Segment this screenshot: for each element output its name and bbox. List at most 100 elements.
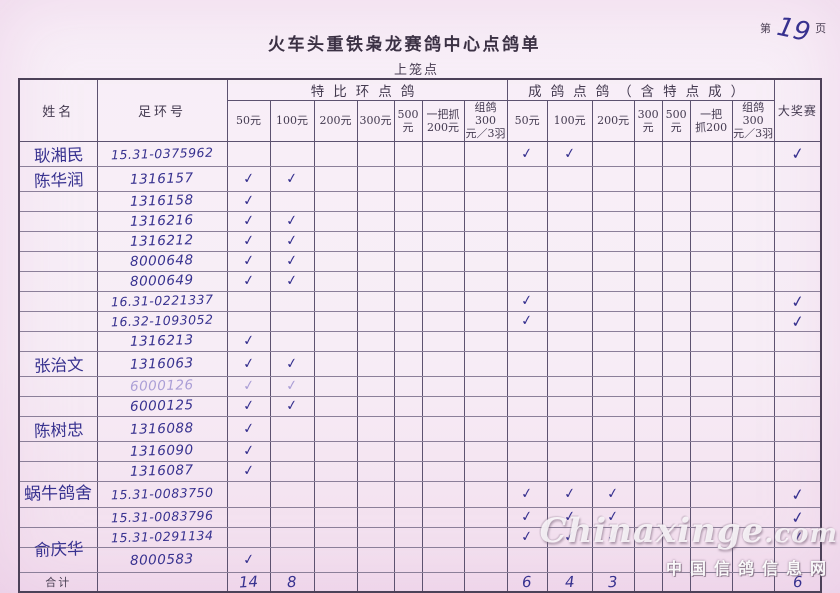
tebi-cell [313,415,358,442]
chengge-cell [661,526,691,548]
tebi-cell: ✓ [226,350,271,377]
ring-cell: 15.31-0083750 [96,480,228,508]
tebi-cell [393,165,423,192]
totals-tebi-cell-text: 14 [238,572,259,592]
name-cell: 陈华润 [18,165,98,192]
chengge-cell: ✓ [506,526,548,548]
tebi-cell [393,506,423,528]
totals-chengge-cell-text: 6 [521,572,533,592]
chengge-cell [661,165,691,192]
prize-cell: ✓ [773,290,822,312]
checkmark-icon: ✓ [285,272,299,290]
tebi-cell [356,310,395,332]
chengge-cell [546,165,593,192]
name-cell-text: 张治文 [33,354,84,376]
header-tb-grab: 一把抓 200元 [421,100,465,142]
header-name: 姓名 [18,78,98,142]
checkmark-icon: ✓ [562,144,577,163]
page-number-suffix: 页 [815,22,827,35]
tebi-cell [393,460,423,482]
chengge-cell [661,290,691,312]
tebi-cell [393,480,423,508]
name-cell-text: 耿湘民 [33,144,84,166]
chengge-cell [546,290,593,312]
ring-cell-text: 15.31-0375962 [110,144,214,162]
chengge-cell [689,290,733,312]
table-row: 陈华润 1316157 ✓ ✓ [18,165,822,192]
ring-cell-text: 1316158 [129,192,195,210]
ring-cell-text: 16.31-0221337 [110,291,214,310]
tebi-cell [269,480,315,508]
chengge-cell [689,140,733,167]
chengge-cell [661,350,691,377]
chengge-cell [546,546,593,573]
checkmark-icon: ✓ [241,397,256,415]
tebi-cell: ✓ [269,230,315,252]
chengge-cell [689,165,733,192]
tebi-cell [421,395,465,417]
tebi-cell [226,480,271,508]
name-cell: 陈树忠 [18,415,98,442]
checkmark-icon: ✓ [241,442,256,460]
chengge-cell [506,270,548,292]
tebi-cell [313,250,358,272]
tebi-cell [421,375,465,397]
tebi-cell [356,395,395,417]
header-cg-100: 100元 [546,100,593,142]
totals-tebi-cell [356,571,395,593]
chengge-cell [633,165,663,192]
tebi-cell [393,190,423,212]
table-row: 16.31-0221337 ✓ ✓ [18,290,822,312]
chengge-cell [731,165,775,192]
checkmark-icon: ✓ [520,528,534,546]
tebi-cell: ✓ [269,250,315,272]
chengge-cell [506,350,548,377]
chengge-cell [731,395,775,417]
chengge-cell [731,230,775,252]
tebi-cell: ✓ [226,250,271,272]
tebi-cell [356,140,395,167]
tebi-cell [421,190,465,212]
tebi-cell [421,310,465,332]
table-row: 15.31-0291134 ✓ ✓ ✓ ✓ [18,526,822,548]
table-row: 1316212 ✓ ✓ [18,230,822,252]
chengge-cell [546,250,593,272]
checkmark-icon: ✓ [789,310,806,332]
tebi-cell [421,506,465,528]
checkmark-icon: ✓ [241,252,256,270]
tebi-cell [313,480,358,508]
table-row: 1316216 ✓ ✓ [18,210,822,232]
table-row: 陈树忠 1316088 ✓ [18,415,822,442]
chengge-cell [506,190,548,212]
chengge-cell [689,440,733,462]
chengge-cell [591,190,635,212]
chengge-cell [546,375,593,397]
totals-chengge-cell [731,571,775,593]
chengge-cell [633,210,663,232]
chengge-cell [546,415,593,442]
chengge-cell [591,460,635,482]
totals-tebi-cell [463,571,508,593]
table-row: 蜗牛鸽舍 15.31-0083750 ✓ ✓ ✓ ✓ [18,480,822,508]
ring-cell-text: 15.31-0083796 [110,507,214,526]
chengge-cell [591,165,635,192]
ring-cell-text: 1316216 [129,212,195,230]
chengge-cell: ✓ [506,480,548,508]
checkmark-icon: ✓ [606,528,620,546]
prize-cell [773,415,822,442]
chengge-cell [661,250,691,272]
chengge-cell [661,140,691,167]
chengge-cell [731,210,775,232]
tebi-cell [313,350,358,377]
tebi-cell [356,270,395,292]
tebi-cell [356,440,395,462]
tebi-cell [313,395,358,417]
name-cell-text: 陈华润 [33,169,84,191]
checkmark-icon: ✓ [241,272,256,290]
tebi-cell [463,375,508,397]
header-chengge-group: 成鸽点鸽（含特点成） [506,78,775,101]
chengge-cell [546,440,593,462]
tebi-cell [356,480,395,508]
chengge-cell [731,546,775,573]
chengge-cell [731,480,775,508]
